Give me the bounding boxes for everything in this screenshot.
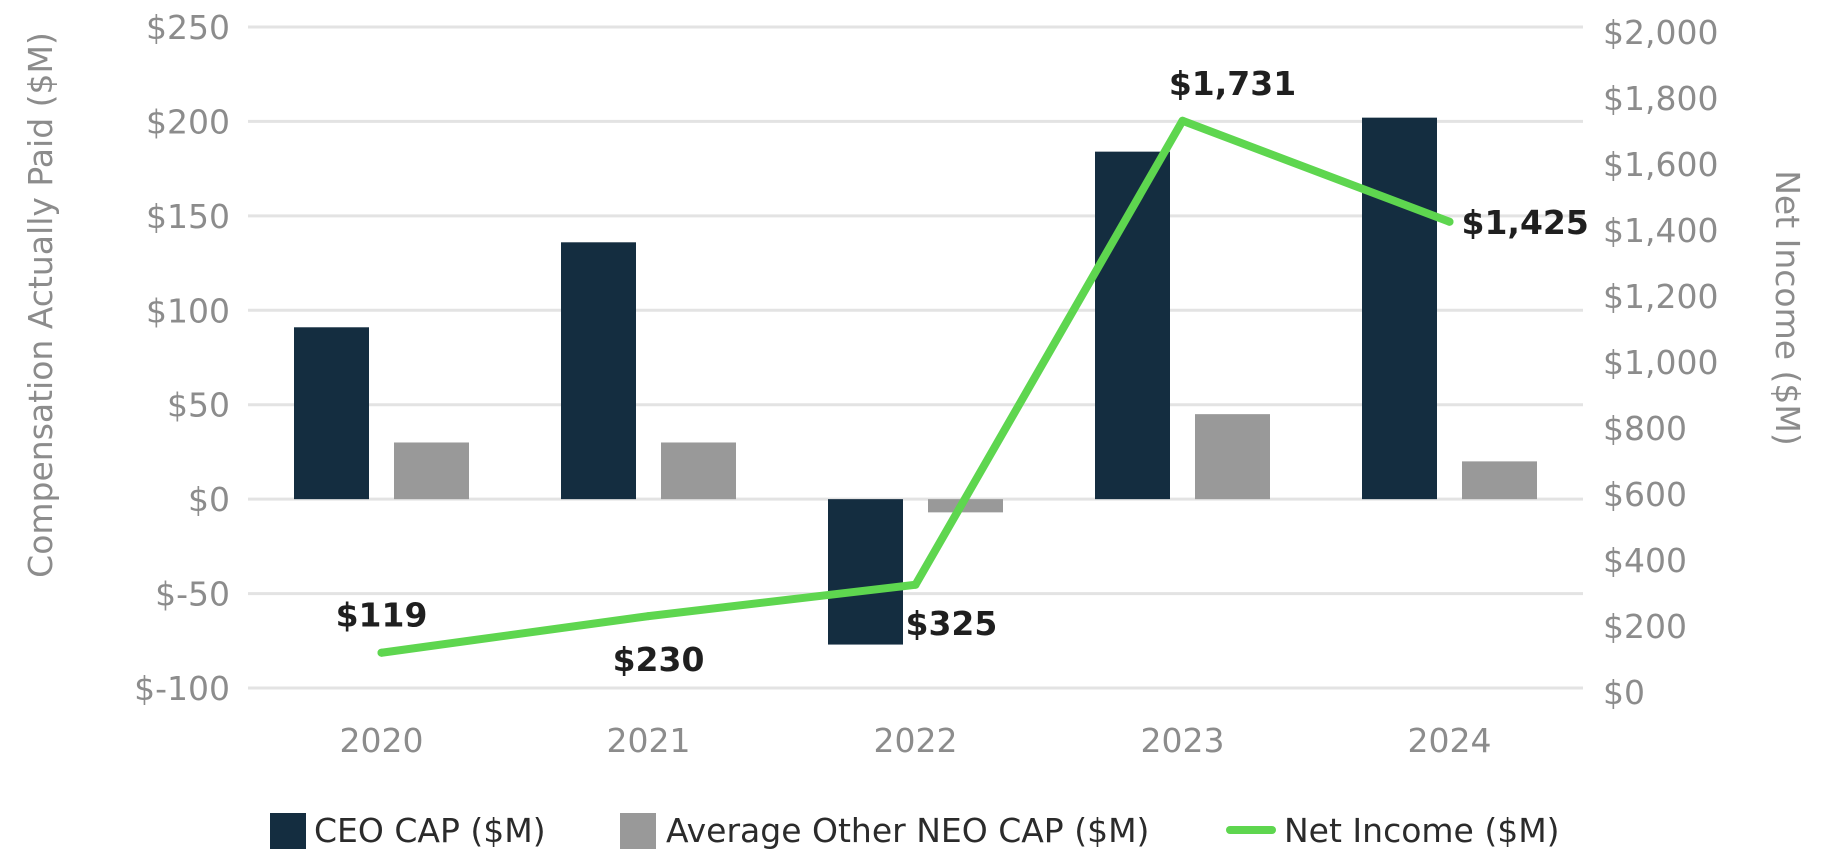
y-tick-label: $50 xyxy=(167,386,230,425)
net-income-data-label: $1,731 xyxy=(1169,64,1296,103)
axes: Compensation Actually Paid ($M) Net Inco… xyxy=(21,8,1807,760)
net-income-point xyxy=(377,648,386,657)
neo-cap-bar xyxy=(661,442,736,500)
ceo-cap-bar xyxy=(294,327,369,500)
y-tick-label: $200 xyxy=(146,102,230,141)
y2-tick-label: $200 xyxy=(1603,607,1687,646)
ceo-cap-bar xyxy=(828,499,903,645)
y2-tick-label: $1,000 xyxy=(1603,343,1718,382)
y-axis-title: Compensation Actually Paid ($M) xyxy=(21,32,60,578)
net-income-data-label: $1,425 xyxy=(1462,203,1589,242)
y2-tick-label: $0 xyxy=(1603,673,1645,712)
x-tick-label: 2022 xyxy=(874,721,958,760)
gridlines xyxy=(248,25,1583,690)
y2-axis-title: Net Income ($M) xyxy=(1768,170,1807,446)
net-income-point xyxy=(1178,116,1187,125)
legend: CEO CAP ($M) Average Other NEO CAP ($M) Ne… xyxy=(270,811,1560,850)
legend-label-net-income: Net Income ($M) xyxy=(1284,811,1560,850)
y2-tick-label: $1,800 xyxy=(1603,79,1718,118)
net-income-data-label: $325 xyxy=(906,604,998,643)
legend-label-ceo-cap: CEO CAP ($M) xyxy=(314,811,546,850)
x-tick-label: 2024 xyxy=(1408,721,1492,760)
x-tick-label: 2020 xyxy=(340,721,424,760)
neo-cap-bar xyxy=(1195,414,1270,500)
ceo-cap-bar xyxy=(1362,117,1437,500)
net-income-point xyxy=(1445,217,1454,226)
bars xyxy=(294,117,1537,645)
net-income-data-label: $230 xyxy=(613,640,705,679)
data-labels: $119 $230 $325 $1,731 $1,425 xyxy=(336,64,1589,679)
y2-tick-label: $1,200 xyxy=(1603,277,1718,316)
ceo-cap-bar xyxy=(561,242,636,500)
y2-tick-label: $1,600 xyxy=(1603,145,1718,184)
legend-label-neo-cap: Average Other NEO CAP ($M) xyxy=(666,811,1149,850)
y2-tick-label: $800 xyxy=(1603,409,1687,448)
net-income-data-label: $119 xyxy=(336,596,428,635)
neo-cap-bar xyxy=(394,442,469,500)
x-tick-label: 2021 xyxy=(607,721,691,760)
legend-swatch-neo-cap xyxy=(620,813,656,849)
y-tick-label: $-50 xyxy=(155,575,230,614)
y-tick-label: $150 xyxy=(146,197,230,236)
y-tick-label: $-100 xyxy=(134,669,230,708)
net-income-point xyxy=(644,612,653,621)
net-income-line xyxy=(377,116,1454,657)
y-tick-label: $250 xyxy=(146,8,230,47)
net-income-point xyxy=(911,580,920,589)
neo-cap-bar xyxy=(1462,461,1537,500)
y2-tick-label: $1,400 xyxy=(1603,211,1718,250)
x-tick-label: 2023 xyxy=(1141,721,1225,760)
y2-tick-label: $400 xyxy=(1603,541,1687,580)
y2-tick-label: $600 xyxy=(1603,475,1687,514)
y-tick-label: $0 xyxy=(188,480,230,519)
y-tick-label: $100 xyxy=(146,291,230,330)
legend-swatch-ceo-cap xyxy=(270,813,306,849)
y2-tick-label: $2,000 xyxy=(1603,13,1718,52)
net-income-line-group xyxy=(377,116,1454,657)
